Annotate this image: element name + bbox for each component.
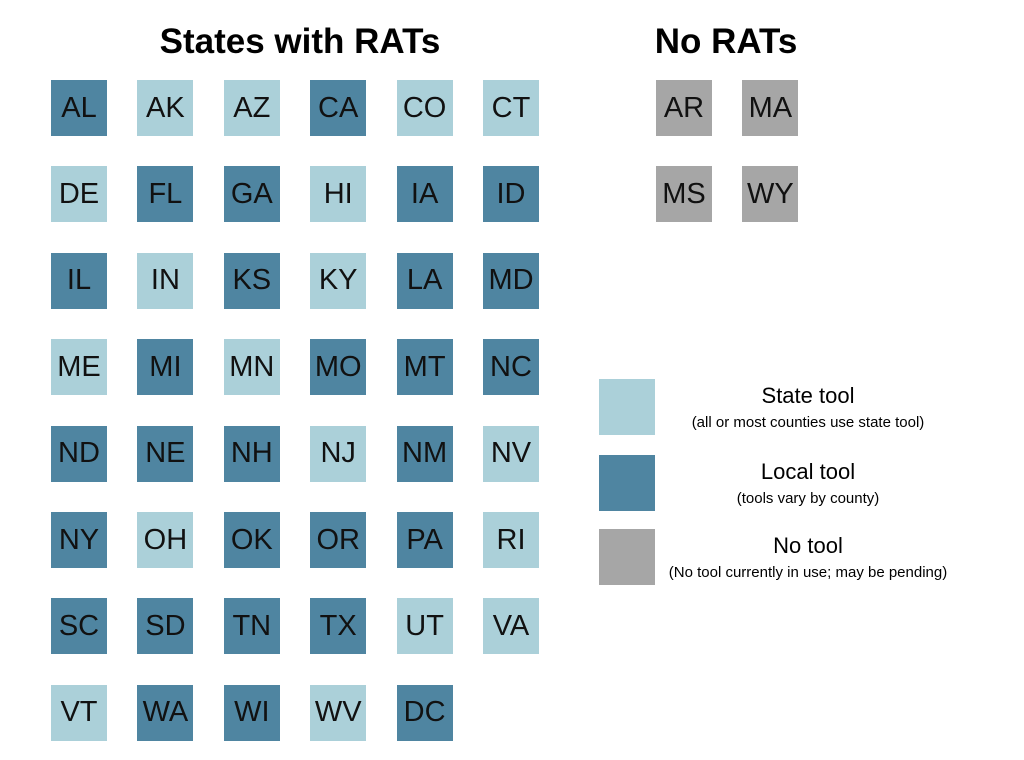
state-tile: MT [396,339,453,396]
state-tile: SC [51,598,107,655]
legend-swatch [599,455,655,511]
state-tile: DE [51,166,107,223]
state-tile: NM [396,425,453,482]
legend-swatch [599,379,655,435]
legend-label: No tool [773,533,843,558]
state-tile: WV [310,684,367,741]
state-tile: TN [223,598,280,655]
state-tile: AR [656,80,712,136]
state-tile: MD [483,252,539,309]
state-tile: OR [310,512,367,568]
state-tile: GA [223,166,280,223]
state-tile: ME [51,339,107,396]
state-tile: NV [483,425,539,482]
state-tile: DC [396,684,453,741]
state-tile: MS [656,166,712,223]
state-tile: NC [483,339,539,396]
state-tile: OK [223,512,280,568]
state-tile: MI [137,339,194,396]
legend-label: Local tool [760,459,856,484]
state-tile: CO [396,80,453,136]
state-tile: NH [223,425,280,482]
state-tile: CA [310,80,367,136]
state-tile: AL [51,80,107,136]
state-tile: WY [742,166,799,223]
state-tile: NY [51,512,107,568]
state-tile: FL [137,166,194,223]
state-tile: ND [51,425,107,482]
state-tile: WA [137,684,194,741]
state-tile: KY [310,252,367,309]
state-tile: IL [51,252,107,309]
state-tile: TX [310,598,367,655]
legend-swatch [599,529,655,585]
state-tile: UT [396,598,453,655]
section-title: States with RATs [159,22,441,61]
state-tile: MO [310,339,367,396]
legend-note: (tools vary by county) [736,490,880,507]
state-tile: HI [310,166,367,223]
state-tile: AK [137,80,194,136]
state-tile: AZ [223,80,280,136]
state-tile: KS [223,252,280,309]
state-tile: WI [223,684,280,741]
section-title: No RATs [654,22,798,61]
legend-note: (No tool currently in use; may be pendin… [668,564,948,581]
state-tile: VT [51,684,107,741]
state-tile: OH [137,512,194,568]
state-tile: IN [137,252,194,309]
state-tile: SD [137,598,194,655]
state-tile: IA [396,166,453,223]
legend-label: State tool [761,383,855,408]
state-tile: VA [483,598,539,655]
state-tile: PA [396,512,453,568]
state-tile: NE [137,425,194,482]
state-tile: RI [483,512,539,568]
state-tile: MA [742,80,799,136]
legend-note: (all or most counties use state tool) [691,414,925,431]
state-tile: LA [396,252,453,309]
state-tile: CT [483,80,539,136]
state-tile: MN [223,339,280,396]
state-tile: ID [483,166,539,223]
state-tile: NJ [310,425,367,482]
